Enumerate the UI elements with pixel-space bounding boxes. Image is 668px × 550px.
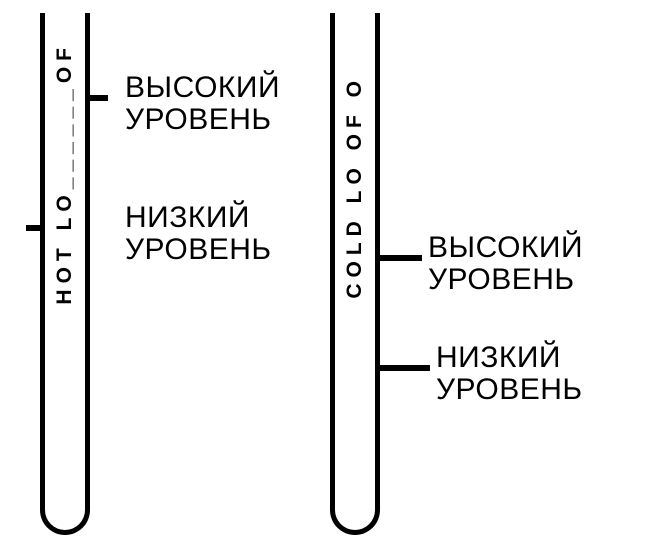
mark-hot-low [26,225,40,231]
label-cold-low-l1: НИЗКИЙ [436,341,561,374]
label-cold-low: НИЗКИЙ УРОВЕНЬ [436,342,583,405]
tube-cold-top-left [330,13,335,17]
label-cold-high: ВЫСОКИЙ УРОВЕНЬ [428,232,583,295]
mark-hot-high [90,95,108,101]
label-hot-low: НИЗКИЙ УРОВЕНЬ [125,202,272,265]
tube-hot-top-left [40,13,45,17]
label-cold-high-l2: УРОВЕНЬ [428,263,575,296]
mark-cold-low [380,365,430,371]
dipstick-hot-scale-text: HOT LO______OF [54,42,75,305]
tube-hot-top-right [85,13,90,17]
label-hot-high-l1: ВЫСОКИЙ [125,71,280,104]
tube-cold-top-right [375,13,380,17]
diagram-canvas: HOT LO______OF ВЫСОКИЙ УРОВЕНЬ НИЗКИЙ УР… [0,0,668,550]
mark-cold-high [380,255,422,261]
label-cold-low-l2: УРОВЕНЬ [436,373,583,406]
label-hot-high: ВЫСОКИЙ УРОВЕНЬ [125,72,280,135]
dipstick-cold-scale-text: COLD LO OF O [344,75,365,299]
label-cold-high-l1: ВЫСОКИЙ [428,231,583,264]
label-hot-high-l2: УРОВЕНЬ [125,103,272,136]
label-hot-low-l1: НИЗКИЙ [125,201,250,234]
label-hot-low-l2: УРОВЕНЬ [125,233,272,266]
